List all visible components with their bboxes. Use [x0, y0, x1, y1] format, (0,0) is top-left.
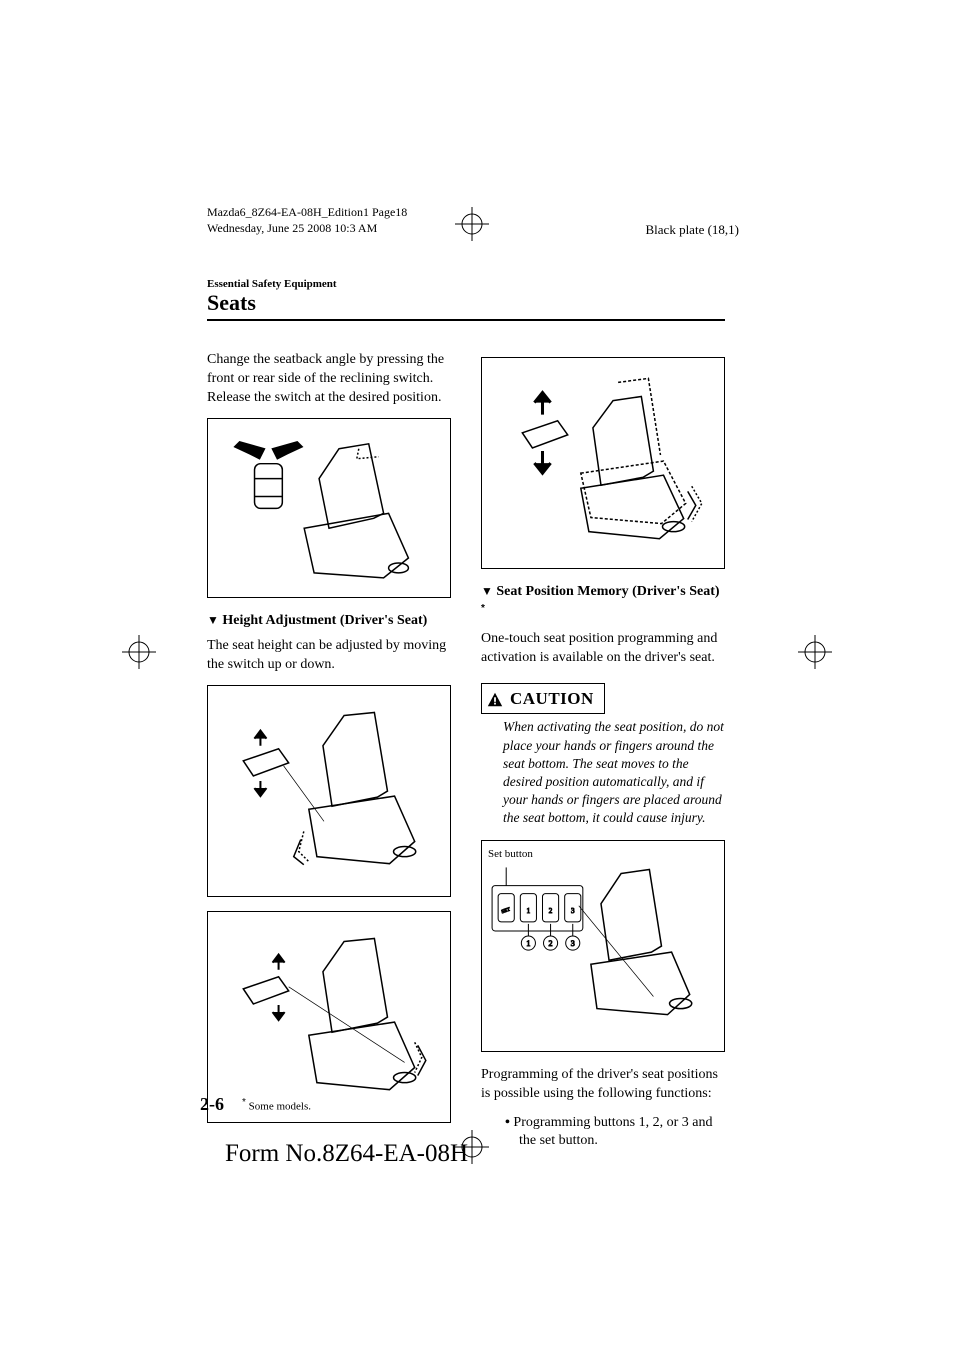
caution-header: CAUTION — [481, 683, 605, 714]
figure-height-rear — [207, 911, 451, 1123]
list-item: Programming buttons 1, 2, or 3 and the s… — [505, 1114, 725, 1152]
section-title: Seats — [207, 290, 725, 316]
svg-text:2: 2 — [549, 906, 553, 914]
figure-memory-buttons: Set button SET 1 2 — [481, 840, 725, 1052]
registration-mark-right — [798, 635, 832, 669]
page-number: 2-6 — [200, 1094, 224, 1115]
svg-text:2: 2 — [549, 939, 553, 948]
triangle-icon: ▼ — [207, 613, 219, 627]
right-column: ▼ Seat Position Memory (Driver's Seat) *… — [481, 351, 725, 1151]
caution-label: CAUTION — [510, 688, 594, 711]
meta-doc-line1: Mazda6_8Z64-EA-08H_Edition1 Page18 — [207, 205, 407, 221]
figure-seat-raise — [481, 357, 725, 569]
subhead-height-adjust: ▼ Height Adjustment (Driver's Seat) — [207, 612, 451, 631]
footnote-star: * — [481, 603, 485, 614]
section-header: Essential Safety Equipment Seats — [207, 278, 725, 321]
programming-para: Programming of the driver's seat positio… — [481, 1066, 725, 1104]
print-meta-left: Mazda6_8Z64-EA-08H_Edition1 Page18 Wedne… — [207, 205, 407, 236]
left-column: Change the seatback angle by pressing th… — [207, 351, 451, 1151]
intro-text: Change the seatback angle by pressing th… — [207, 351, 451, 408]
columns: Change the seatback angle by pressing th… — [207, 351, 725, 1151]
section-sup: Essential Safety Equipment — [207, 278, 725, 290]
height-body: The seat height can be adjusted by movin… — [207, 637, 451, 675]
memory-body: One-touch seat position programming and … — [481, 630, 725, 668]
registration-mark-top — [455, 207, 489, 241]
footnote: * Some models. — [242, 1097, 311, 1113]
registration-mark-left — [122, 635, 156, 669]
svg-text:3: 3 — [571, 939, 575, 948]
caution-body: When activating the seat position, do no… — [481, 718, 725, 827]
form-number: Form No.8Z64-EA-08H — [225, 1140, 468, 1168]
figure-height-front — [207, 685, 451, 897]
warning-icon — [486, 691, 504, 709]
page-content: Essential Safety Equipment Seats Change … — [207, 278, 725, 1151]
figure-recline-switch — [207, 418, 451, 599]
subhead-height-label: Height Adjustment (Driver's Seat) — [222, 613, 427, 628]
triangle-icon: ▼ — [481, 584, 493, 598]
set-button-label: Set button — [488, 847, 533, 862]
programming-list: Programming buttons 1, 2, or 3 and the s… — [497, 1114, 725, 1152]
svg-text:3: 3 — [571, 906, 575, 914]
svg-text:1: 1 — [526, 939, 530, 948]
footnote-star-icon: * — [242, 1097, 246, 1108]
print-meta-right: Black plate (18,1) — [646, 222, 740, 238]
subhead-memory: ▼ Seat Position Memory (Driver's Seat) * — [481, 583, 725, 623]
footnote-text: Some models. — [249, 1101, 311, 1113]
subhead-memory-label: Seat Position Memory (Driver's Seat) — [496, 584, 719, 599]
svg-text:1: 1 — [527, 906, 531, 914]
svg-text:SET: SET — [501, 906, 511, 915]
page-footer: 2-6 * Some models. — [200, 1094, 311, 1115]
meta-doc-line2: Wednesday, June 25 2008 10:3 AM — [207, 221, 407, 237]
